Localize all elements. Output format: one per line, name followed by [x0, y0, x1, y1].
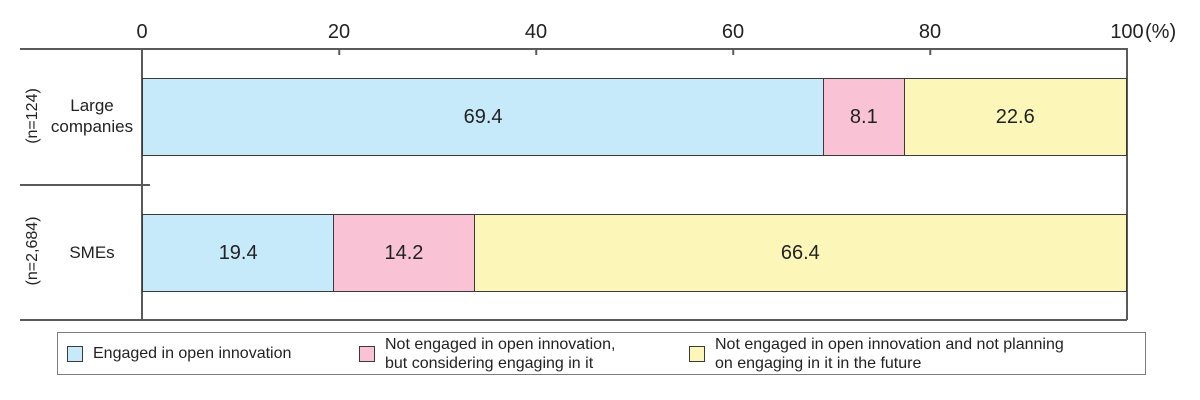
legend-swatch-pink [359, 345, 375, 362]
x-tick-label: 100 [1110, 21, 1144, 43]
bar-value-label: 8.1 [849, 105, 878, 128]
bar-smes: 19.4 14.2 66.4 [142, 214, 1127, 292]
hundred-percent-line [1126, 48, 1128, 320]
x-axis-unit-label: (%) [1145, 21, 1177, 43]
bar-segment-engaged: 19.4 [142, 214, 335, 292]
bar-value-label: 14.2 [384, 241, 424, 264]
x-tick-label: 20 [327, 21, 351, 43]
legend-label: Not engaged in open innovation and not p… [715, 335, 1064, 372]
sample-size-label-large-companies: (n=124) [24, 88, 41, 144]
legend-item-considering: Not engaged in open innovation, but cons… [359, 333, 615, 374]
category-label-large-companies: Large companies [50, 96, 134, 136]
legend-label: Not engaged in open innovation, but cons… [385, 335, 616, 372]
x-tick-label: 80 [918, 21, 942, 43]
bar-segment-engaged: 69.4 [142, 78, 825, 156]
top-axis-line [20, 48, 1127, 50]
bar-segment-not-planning: 22.6 [903, 78, 1127, 156]
zero-axis-line [141, 48, 143, 320]
legend: Engaged in open innovation Not engaged i… [57, 332, 1146, 375]
bar-segment-considering: 8.1 [823, 78, 905, 156]
legend-swatch-blue [67, 345, 83, 362]
bottom-axis-line [20, 319, 1127, 321]
bar-value-label: 19.4 [218, 241, 258, 264]
category-label-smes: SMEs [69, 242, 115, 262]
bar-value-label: 66.4 [780, 241, 820, 264]
legend-item-not-planning: Not engaged in open innovation and not p… [689, 333, 1064, 374]
bar-large-companies: 69.4 8.1 22.6 [142, 78, 1127, 156]
bar-segment-not-planning: 66.4 [473, 214, 1127, 292]
category-divider-line [20, 184, 150, 186]
bar-value-label: 22.6 [995, 105, 1035, 128]
bar-segment-considering: 14.2 [333, 214, 475, 292]
x-tick-label: 40 [524, 21, 548, 43]
sample-size-label-smes: (n=2,684) [24, 216, 41, 286]
legend-swatch-yellow [689, 345, 705, 362]
legend-label: Engaged in open innovation [93, 345, 292, 362]
legend-item-engaged: Engaged in open innovation [67, 333, 291, 374]
x-tick-label: 0 [136, 21, 148, 43]
x-tick-label: 60 [721, 21, 745, 43]
bar-value-label: 69.4 [463, 105, 503, 128]
